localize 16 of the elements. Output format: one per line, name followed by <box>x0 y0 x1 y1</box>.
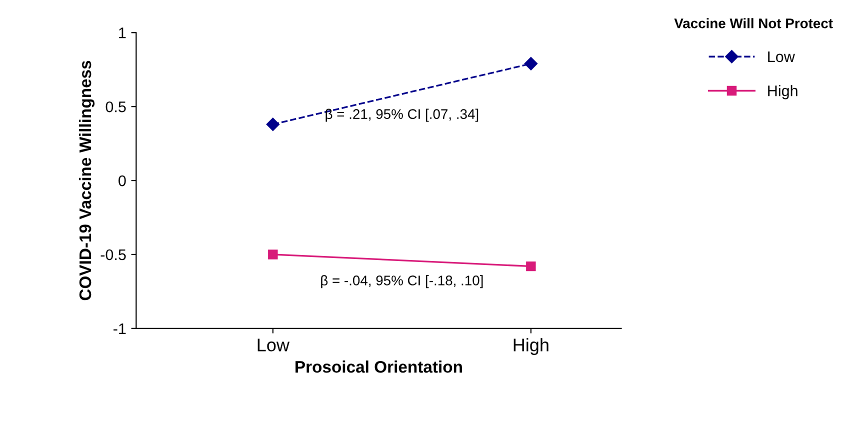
legend-title: Vaccine Will Not Protect <box>674 18 833 28</box>
x-axis-title: Prosoical Orientation <box>296 360 462 373</box>
y-tick-label: -0.5 <box>100 249 126 260</box>
annotation: β = -.04, 95% CI [-.18, .10] <box>321 275 483 288</box>
y-tick-label: 1 <box>119 28 126 38</box>
y-tick-label: 0 <box>118 175 126 186</box>
point <box>268 250 278 260</box>
legend-label: High <box>768 85 798 100</box>
annotation: β = .21, 95% CI [.07, .34] <box>326 108 478 122</box>
point <box>524 57 538 70</box>
y-axis-title: COVID-19 Vaccine Willingness <box>78 60 95 300</box>
y-tick-label: -1 <box>114 323 126 334</box>
legend-label: Low <box>768 51 795 62</box>
y-tick-label: 0.5 <box>106 101 126 112</box>
point <box>266 118 280 131</box>
point <box>526 261 536 272</box>
